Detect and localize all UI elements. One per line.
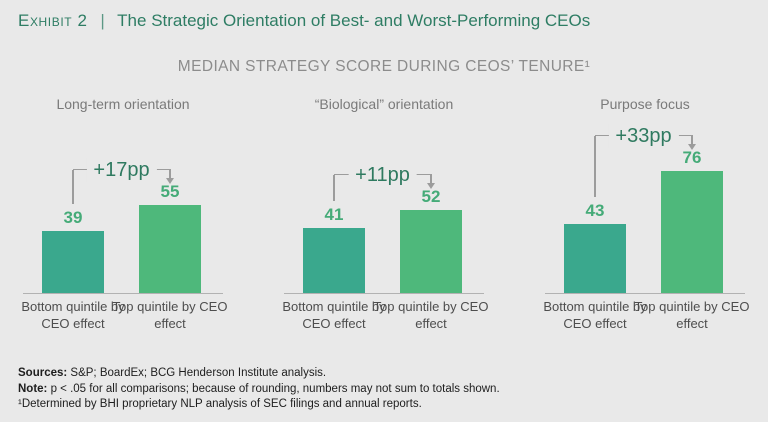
delta-label: +11pp	[348, 163, 417, 187]
panel-title: “Biological” orientation	[314, 96, 454, 112]
bar-top-quintile	[139, 205, 201, 294]
bar-value-label: 43	[585, 201, 605, 220]
bracket-right-line	[169, 169, 171, 179]
bar-value-label: 52	[421, 187, 441, 206]
delta-label: +33pp	[608, 124, 679, 148]
panel-long-term-orientation: Long-term orientation +17pp 39 55 Bottom…	[21, 96, 227, 331]
bracket-right-line	[430, 174, 432, 184]
note-line: Note: p < .05 for all comparisons; becau…	[18, 382, 750, 398]
arrow-down-icon	[166, 178, 174, 184]
category-label: Bottom quintile by CEO effect	[543, 299, 647, 331]
arrow-down-icon	[427, 183, 435, 189]
category-label: Bottom quintile by CEO effect	[282, 299, 386, 331]
panel-title: Long-term orientation	[56, 96, 190, 112]
chart-title: MEDIAN STRATEGY SCORE DURING CEOS’ TENUR…	[177, 58, 591, 75]
panel-title: Purpose focus	[600, 96, 690, 112]
footer-notes: Sources: S&P; BoardEx; BCG Henderson Ins…	[18, 366, 750, 413]
bar-value-label: 76	[682, 148, 702, 167]
arrow-down-icon	[688, 144, 696, 150]
exhibit-header: Exhibit 2 | The Strategic Orientation of…	[0, 0, 768, 31]
category-label: Top quintile by CEO effect	[112, 299, 228, 331]
x-axis-line	[545, 293, 745, 294]
bar-value-label: 39	[63, 208, 83, 227]
bar-value-label: 41	[324, 205, 344, 224]
bracket-left-line	[333, 175, 335, 201]
bar-value-label: 55	[160, 182, 180, 201]
bar-top-quintile	[661, 171, 723, 294]
bracket-left-line	[72, 170, 74, 204]
bar-bottom-quintile	[303, 228, 365, 294]
delta-label: +17pp	[86, 158, 157, 182]
chart-panels-row: Long-term orientation +17pp 39 55 Bottom…	[0, 96, 768, 331]
bar-bottom-quintile	[42, 231, 104, 294]
bar-chart-area: +17pp 39 55 Bottom quintile by CEO effec…	[21, 118, 227, 331]
category-label: Top quintile by CEO effect	[373, 299, 489, 331]
sources-text: S&P; BoardEx; BCG Henderson Institute an…	[70, 367, 327, 379]
bar-bottom-quintile	[564, 224, 626, 294]
sources-label: Sources:	[18, 367, 68, 379]
x-axis-line	[23, 293, 223, 294]
footnote-line: ¹Determined by BHI proprietary NLP analy…	[18, 398, 422, 410]
bar-top-quintile	[400, 210, 462, 294]
panel-purpose-focus: Purpose focus +33pp 43 76 Bottom quintil…	[543, 96, 749, 331]
bracket-left-line	[594, 136, 596, 197]
x-axis-line	[284, 293, 484, 294]
panel-biological-orientation: “Biological” orientation +11pp 41 52 Bot…	[282, 96, 488, 331]
sources-line: Sources: S&P; BoardEx; BCG Henderson Ins…	[18, 366, 750, 382]
category-label: Bottom quintile by CEO effect	[21, 299, 125, 331]
bar-chart-area: +33pp 43 76 Bottom quintile by CEO effec…	[543, 118, 749, 331]
bracket-right-line	[691, 135, 693, 145]
exhibit-number-label: Exhibit 2	[18, 11, 88, 30]
category-label: Top quintile by CEO effect	[634, 299, 750, 331]
note-text: p < .05 for all comparisons; because of …	[50, 382, 500, 395]
exhibit-title: The Strategic Orientation of Best- and W…	[117, 11, 591, 30]
header-separator: |	[100, 11, 105, 30]
bar-chart-area: +11pp 41 52 Bottom quintile by CEO effec…	[282, 118, 488, 331]
note-label: Note:	[18, 382, 48, 395]
